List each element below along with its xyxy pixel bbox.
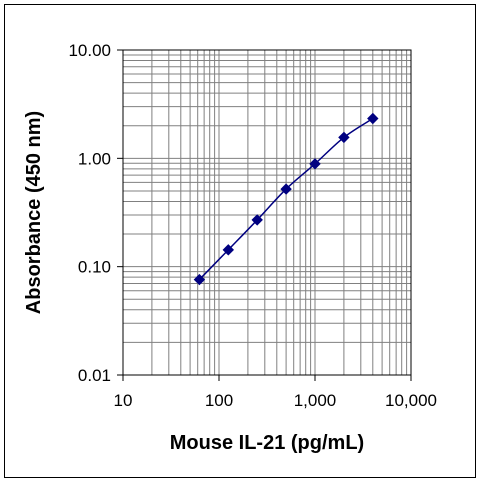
- grid: [122, 50, 411, 376]
- plot-area: [122, 49, 412, 376]
- data-point: [309, 158, 321, 170]
- x-tick-label: 10: [114, 391, 133, 410]
- data-point: [251, 214, 263, 226]
- series: [193, 112, 379, 286]
- y-tick-label: 0.01: [78, 366, 111, 385]
- data-point: [280, 183, 292, 195]
- y-axis-title: Absorbance (450 nm): [23, 111, 45, 314]
- x-tick-label: 100: [205, 391, 233, 410]
- x-axis-title: Mouse IL-21 (pg/mL): [170, 432, 364, 454]
- data-point: [193, 273, 206, 286]
- x-tick-label: 1,000: [294, 391, 337, 410]
- y-tick-label: 0.10: [78, 258, 111, 277]
- data-point: [367, 112, 379, 125]
- x-tick-label: 10,000: [385, 391, 437, 410]
- data-point: [222, 244, 235, 256]
- data-point: [338, 131, 350, 144]
- axis-ticks: 10 100 1,000 10,000 10.00 1.00 0.10 0.01: [68, 41, 437, 410]
- y-tick-label: 1.00: [78, 149, 111, 168]
- y-tick-label: 10.00: [68, 41, 111, 60]
